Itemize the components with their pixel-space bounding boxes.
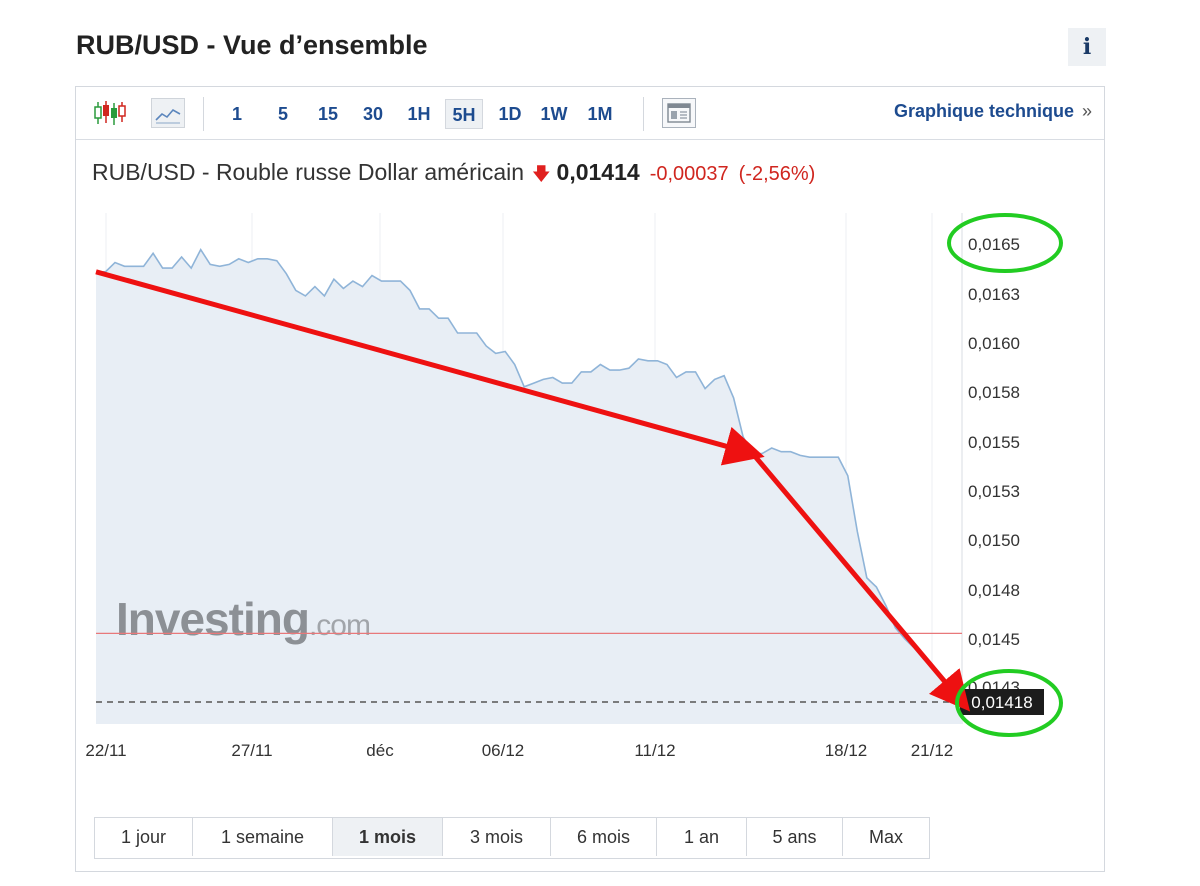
price-change-percent: (-2,56%) [738, 163, 816, 185]
x-tick-label: 21/12 [911, 741, 954, 760]
y-tick-label: 0,0150 [968, 531, 1020, 550]
highlight-ellipse [955, 669, 1063, 737]
range-3-months[interactable]: 3 mois [443, 818, 551, 856]
y-tick-label: 0,0158 [968, 383, 1020, 402]
range-1-week[interactable]: 1 semaine [193, 818, 333, 856]
chart-toolbar: 1 5 15 30 1H 5H 1D 1W 1M Graphique techn… [76, 87, 1104, 140]
x-tick-label: 06/12 [482, 741, 525, 760]
interval-1m[interactable]: 1M [587, 104, 613, 124]
technical-chart-link[interactable]: Graphique technique » [894, 101, 1092, 122]
info-button[interactable]: i [1068, 28, 1106, 66]
price-area [96, 249, 962, 724]
interval-15[interactable]: 15 [317, 104, 339, 124]
price-change: -0,00037 [649, 163, 729, 185]
annotation-arrow [95, 269, 765, 466]
range-1-month[interactable]: 1 mois [333, 818, 443, 856]
axis-edge-mask [76, 737, 82, 763]
technical-chart-label: Graphique technique [893, 101, 1074, 121]
layout-icon[interactable] [662, 98, 696, 128]
x-tick-label: déc [366, 741, 394, 760]
range-max[interactable]: Max [868, 827, 903, 847]
x-tick-label: 18/12 [825, 741, 868, 760]
range-6-months[interactable]: 6 mois [551, 818, 657, 856]
range-1-day[interactable]: 1 jour [95, 818, 193, 856]
price-line [96, 247, 963, 703]
x-tick-label: 11/12 [634, 741, 675, 760]
range-5-years[interactable]: 5 ans [747, 818, 843, 856]
toolbar-divider [643, 97, 644, 131]
x-tick-label: 22/11 [85, 741, 126, 760]
range-selector: 1 jour 1 semaine 1 mois 3 mois 6 mois 1 … [94, 817, 930, 859]
interval-1d[interactable]: 1D [498, 104, 522, 124]
annotation-arrow [750, 451, 971, 712]
quote-line: RUB/USD - Rouble russe Dollar américain 🡇… [92, 159, 815, 192]
toolbar-divider [203, 97, 204, 131]
y-tick-label: 0,0160 [968, 334, 1020, 353]
interval-5[interactable]: 5 [277, 104, 288, 124]
range-1-year[interactable]: 1 an [657, 818, 747, 856]
y-tick-label: 0,0148 [968, 581, 1020, 600]
interval-1[interactable]: 1 [231, 104, 242, 124]
current-value-label: 0,01418 [971, 693, 1032, 712]
y-tick-label: 0,0145 [968, 630, 1020, 649]
last-price: 0,01414 [556, 159, 640, 185]
interval-5h[interactable]: 5H [445, 99, 483, 129]
interval-1w[interactable]: 1W [540, 104, 568, 124]
chevron-right-icon: » [1081, 101, 1092, 121]
highlight-ellipse [947, 213, 1063, 273]
chart-panel: 1 5 15 30 1H 5H 1D 1W 1M Graphique techn… [75, 86, 1105, 872]
interval-1h[interactable]: 1H [407, 104, 431, 124]
investing-watermark: Investing.com [116, 593, 370, 645]
line-chart-icon[interactable] [151, 98, 185, 128]
candlestick-icon[interactable] [92, 98, 126, 128]
instrument-name: RUB/USD - Rouble russe Dollar américain [92, 159, 525, 185]
page-title: RUB/USD - Vue d’ensemble [76, 30, 428, 60]
down-arrow-icon: 🡇 [532, 164, 551, 184]
y-tick-label: 0,0153 [968, 482, 1020, 501]
y-tick-label: 0,0155 [968, 433, 1020, 452]
current-value-badge [960, 689, 1044, 715]
price-chart[interactable]: Investing.com 0,0165 0,0163 0,0160 0,0158 0,0… [76, 87, 1104, 787]
x-tick-label: 27/11 [231, 741, 272, 760]
interval-30[interactable]: 30 [362, 104, 384, 124]
y-tick-label: 0,0165 [968, 235, 1020, 254]
y-tick-label: 0,0163 [968, 285, 1020, 304]
